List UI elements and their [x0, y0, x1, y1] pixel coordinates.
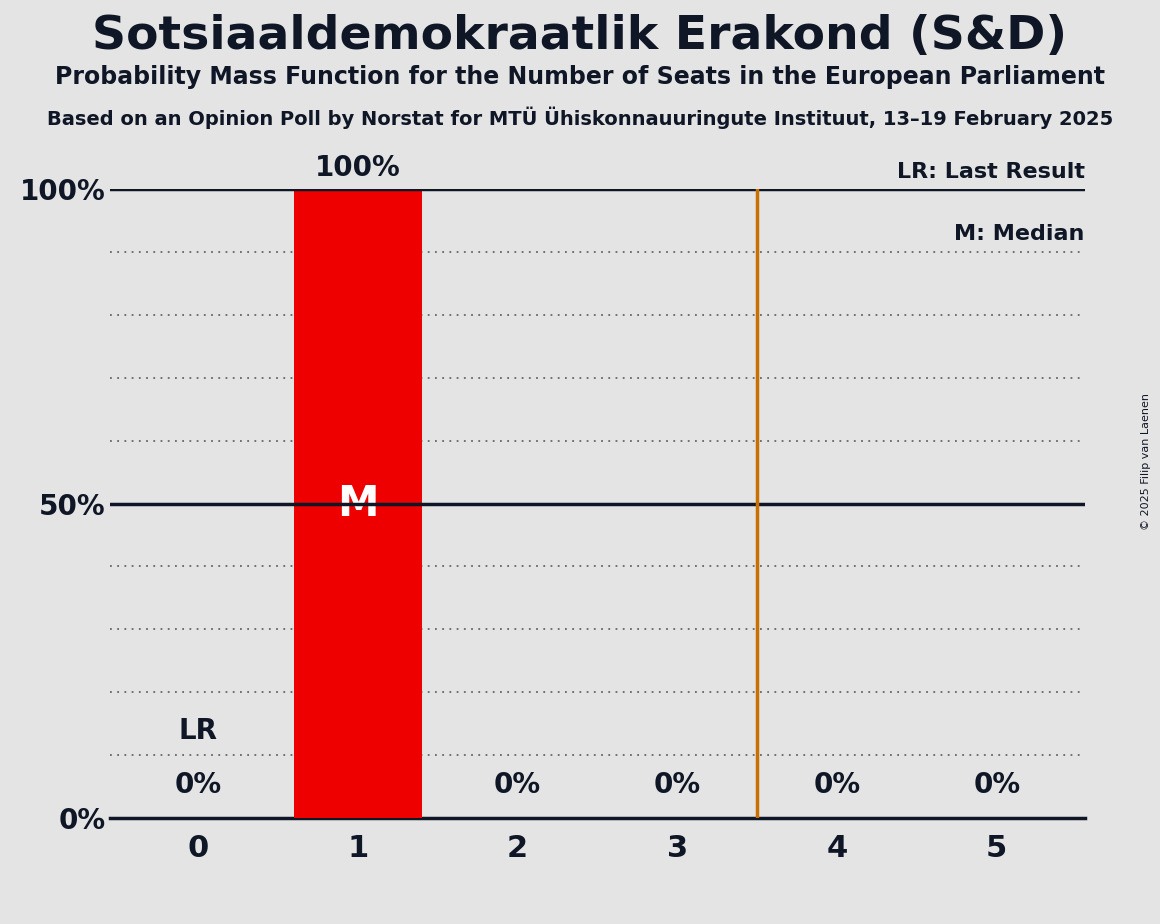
Text: 0%: 0% — [174, 771, 222, 799]
Text: M: Median: M: Median — [955, 224, 1085, 244]
Text: Probability Mass Function for the Number of Seats in the European Parliament: Probability Mass Function for the Number… — [55, 65, 1105, 89]
Text: M: M — [338, 482, 378, 525]
Text: 0%: 0% — [973, 771, 1021, 799]
Text: Based on an Opinion Poll by Norstat for MTÜ Ühiskonnauuringute Instituut, 13–19 : Based on an Opinion Poll by Norstat for … — [46, 106, 1114, 128]
Text: Sotsiaaldemokraatlik Erakond (S&D): Sotsiaaldemokraatlik Erakond (S&D) — [93, 14, 1067, 59]
Text: 0%: 0% — [813, 771, 861, 799]
Bar — [293, 189, 422, 818]
Text: LR: Last Result: LR: Last Result — [897, 162, 1085, 182]
Text: 0%: 0% — [654, 771, 701, 799]
Text: 100%: 100% — [314, 154, 400, 182]
Text: 0%: 0% — [494, 771, 541, 799]
Text: LR: LR — [179, 717, 218, 746]
Text: © 2025 Filip van Laenen: © 2025 Filip van Laenen — [1140, 394, 1151, 530]
